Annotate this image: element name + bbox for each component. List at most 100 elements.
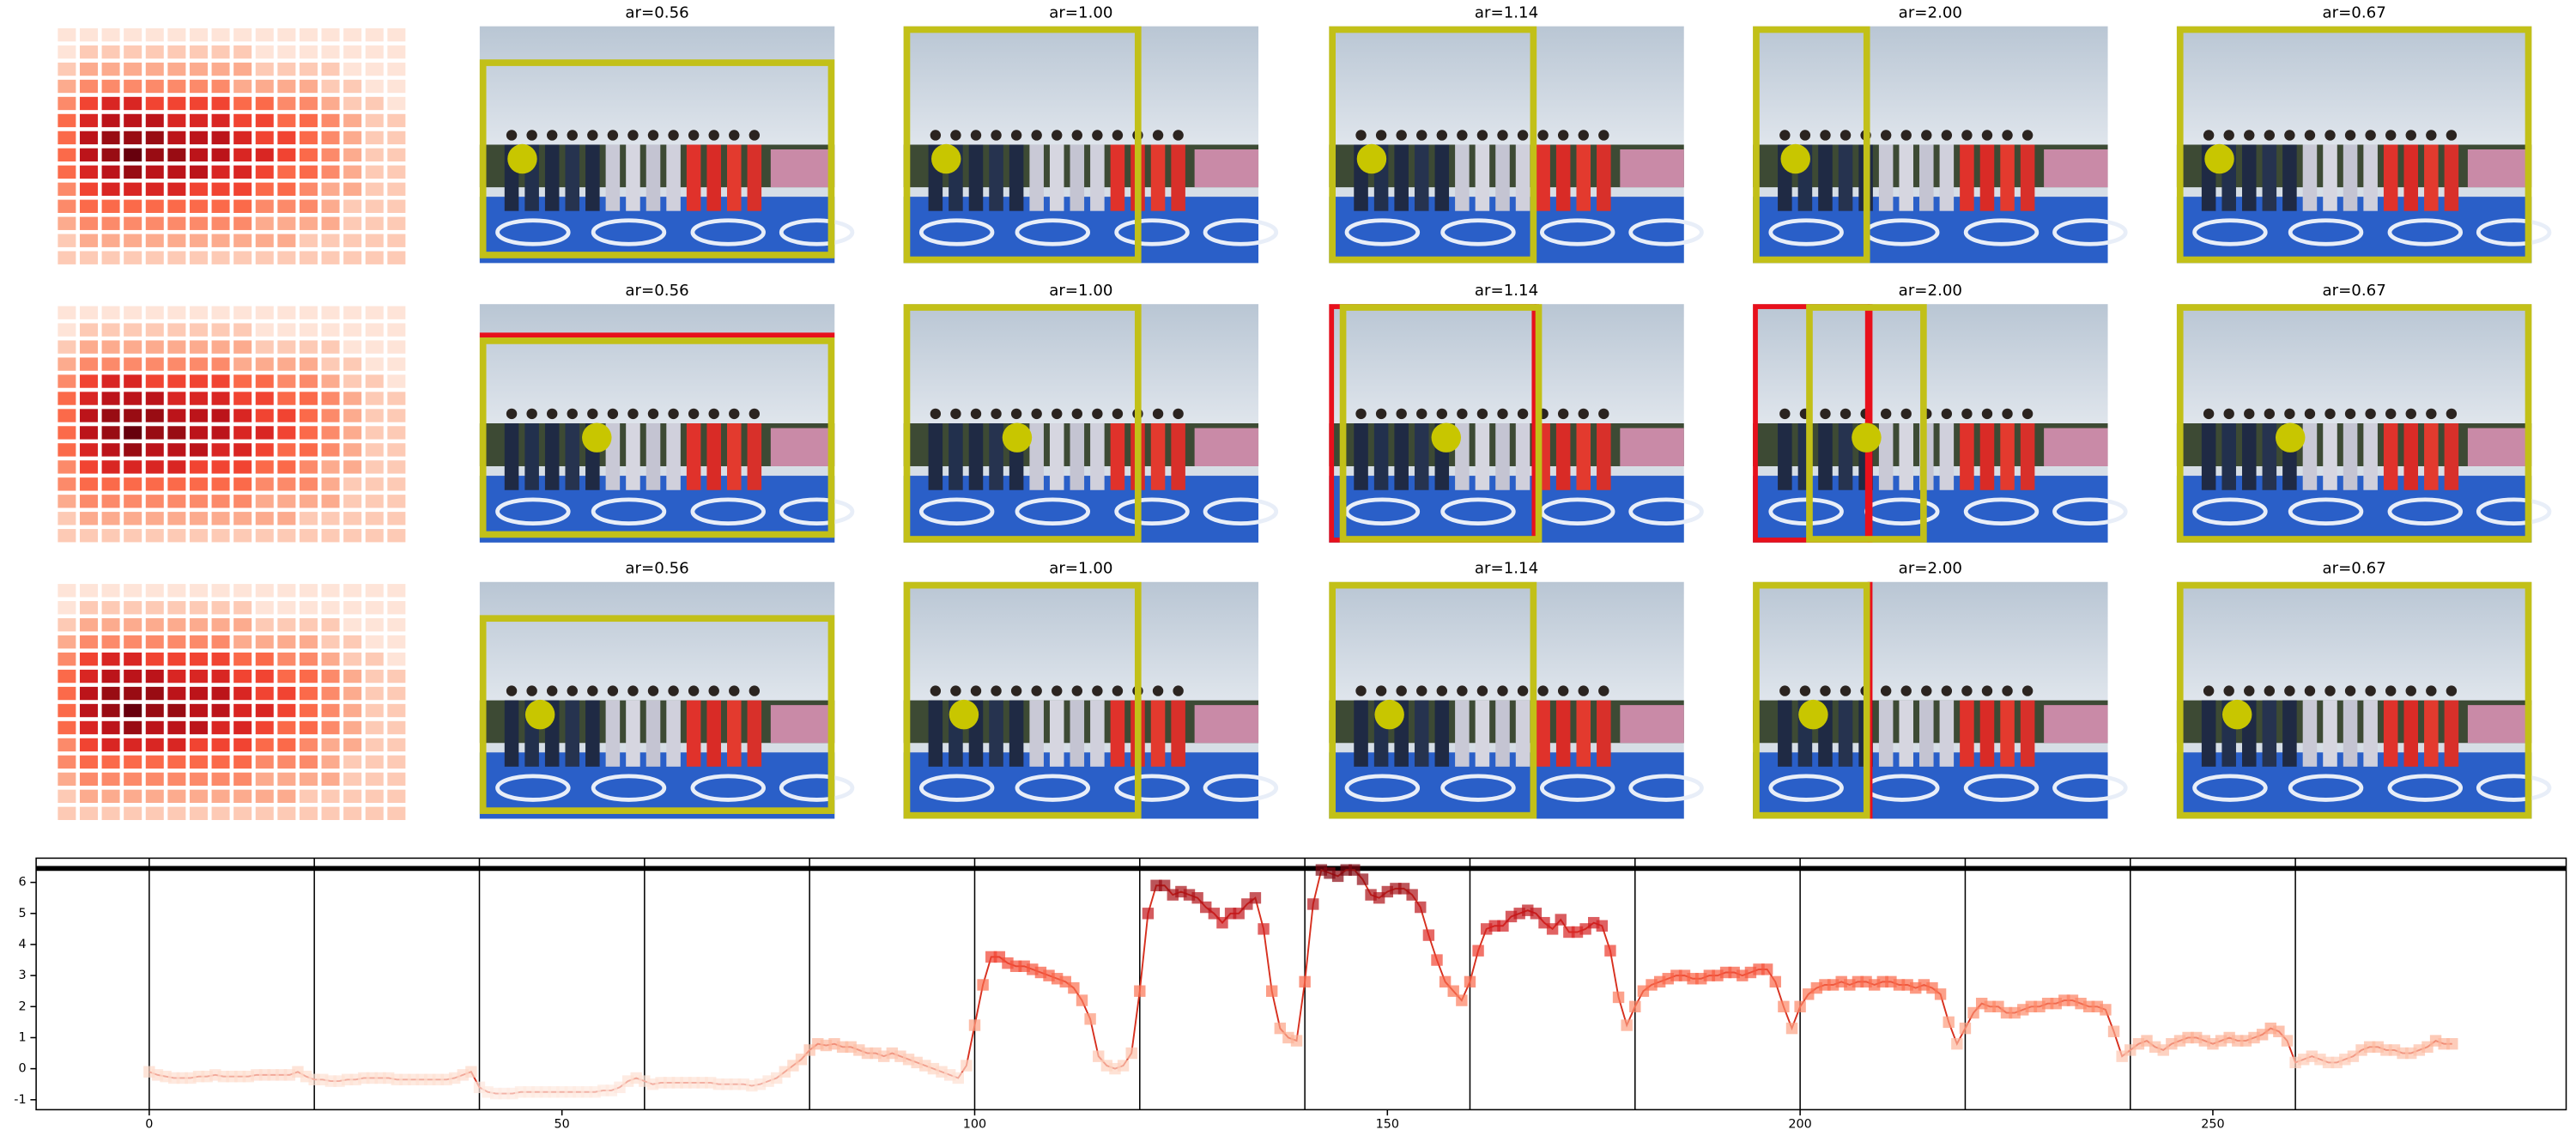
photo-head: [1900, 408, 1912, 420]
heatmap-cell: [189, 720, 208, 735]
photo-person: [2424, 144, 2439, 211]
panel-title: ar=0.56: [625, 3, 688, 21]
photo-person: [2343, 423, 2358, 490]
photo-ring: [591, 774, 667, 802]
heatmap-cell: [343, 789, 362, 804]
marker: [977, 979, 989, 991]
heatmap-cell: [101, 148, 120, 162]
heatmap-cell: [211, 529, 230, 543]
photo-ring: [1015, 218, 1091, 246]
heatmap-cell: [277, 131, 296, 145]
heatmap-cell: [58, 635, 76, 649]
heatmap-cell: [145, 686, 164, 701]
heatmap-cell: [277, 251, 296, 264]
photo-head: [1779, 408, 1791, 420]
photo-person: [1818, 423, 1833, 490]
heatmap-cell: [233, 426, 252, 440]
photo-person: [1878, 700, 1894, 767]
photo-stand: [1194, 149, 1259, 188]
photo-person: [1778, 700, 1792, 767]
photo-person: [989, 423, 1003, 490]
heatmap-cell: [211, 789, 230, 804]
marker: [1093, 1050, 1105, 1062]
photo-ring: [1768, 774, 1844, 802]
heatmap-cell: [79, 512, 98, 525]
heatmap-cell: [255, 460, 274, 474]
heatmap-cell: [277, 529, 296, 543]
photo-ring: [1539, 218, 1615, 246]
photo-person: [1434, 700, 1450, 767]
heatmap-cell: [365, 165, 384, 179]
heatmap-cell: [387, 409, 406, 422]
marker: [1497, 920, 1509, 932]
heatmap-cell: [365, 131, 384, 145]
photo-ring: [1114, 497, 1190, 526]
photo-stand: [1620, 428, 1684, 466]
heatmap-cell: [189, 165, 208, 179]
heatmap-cell: [255, 165, 274, 179]
photo-head: [1173, 685, 1184, 696]
photo-head: [1112, 685, 1124, 696]
yellow-dot: [1431, 422, 1461, 453]
heatmap-cell: [145, 669, 164, 683]
heatmap-cell: [343, 306, 362, 319]
yellow-dot: [1374, 699, 1404, 730]
heatmap-cell: [255, 148, 274, 162]
heatmap-cell: [233, 306, 252, 319]
heatmap-cell: [321, 806, 340, 821]
heatmap-cell: [167, 323, 186, 337]
photo-person: [2221, 423, 2236, 490]
heatmap-cell: [167, 686, 186, 701]
heatmap-cell: [343, 374, 362, 388]
heatmap-cell: [387, 45, 406, 59]
heatmap-cell: [277, 806, 296, 821]
heatmap-cell: [255, 789, 274, 804]
heatmap-cell: [299, 806, 318, 821]
heatmap-cell: [321, 669, 340, 683]
photo-person: [1475, 423, 1490, 490]
heatmap-cell: [124, 806, 142, 821]
heatmap-cell: [167, 182, 186, 197]
heatmap-cell: [124, 96, 142, 111]
photo-stand: [770, 705, 835, 744]
photo-head: [2223, 408, 2234, 420]
heatmap-cell: [58, 45, 76, 59]
heatmap-cell: [167, 148, 186, 162]
heatmap-cell: [299, 165, 318, 179]
photo-head: [1416, 408, 1427, 420]
photo-head: [2324, 130, 2336, 141]
heatmap-cell: [277, 495, 296, 508]
heatmap-cell: [277, 79, 296, 94]
heatmap-cell: [124, 443, 142, 457]
photo-person: [1838, 144, 1853, 211]
heatmap-cell: [58, 460, 76, 474]
heatmap-cell: [189, 148, 208, 162]
photo-person: [1171, 700, 1185, 767]
heatmap-cell: [58, 306, 76, 319]
photo-head: [1112, 130, 1124, 141]
photo-head: [1092, 685, 1103, 696]
marker: [2100, 1004, 2112, 1016]
heatmap-cell: [167, 669, 186, 683]
photo-head: [930, 408, 942, 420]
heatmap-cell: [101, 306, 120, 319]
heatmap-cell: [277, 669, 296, 683]
heatmap-cell: [145, 148, 164, 162]
photo-head: [2284, 408, 2295, 420]
heatmap-cell: [124, 148, 142, 162]
photo-head: [708, 130, 719, 141]
photo-head: [1921, 685, 1932, 696]
heatmap-cell: [101, 635, 120, 649]
photo-head: [1457, 685, 1468, 696]
photo-person: [1960, 700, 1974, 767]
photo-ring: [2387, 774, 2464, 802]
heatmap-cell: [233, 27, 252, 42]
photo-head: [729, 408, 740, 420]
photo-ring: [1539, 774, 1615, 802]
photo-head: [2002, 408, 2013, 420]
marker: [1959, 1022, 1972, 1035]
heatmap-cell: [233, 45, 252, 59]
photo-stand: [770, 428, 835, 466]
plot-frame: [35, 857, 2567, 1111]
photo-person: [1515, 144, 1530, 211]
